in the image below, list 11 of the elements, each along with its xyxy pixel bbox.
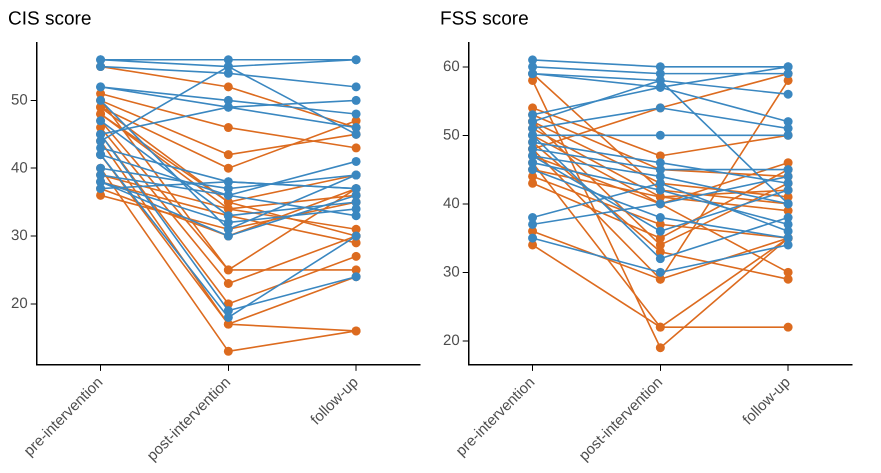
y-tick-label: 50 <box>10 92 28 109</box>
y-tick-label: 20 <box>10 294 28 312</box>
y-tick-label: 30 <box>442 263 460 280</box>
y-tick-label: 50 <box>442 126 460 144</box>
chart-title: FSS score <box>440 8 529 30</box>
y-tick-label: 40 <box>442 194 460 212</box>
y-tick-label: 40 <box>10 159 28 176</box>
chart-title: CIS score <box>8 8 92 30</box>
y-tick-label: 60 <box>442 58 460 75</box>
y-tick-label: 30 <box>10 227 28 244</box>
y-tick-label: 20 <box>442 332 460 350</box>
